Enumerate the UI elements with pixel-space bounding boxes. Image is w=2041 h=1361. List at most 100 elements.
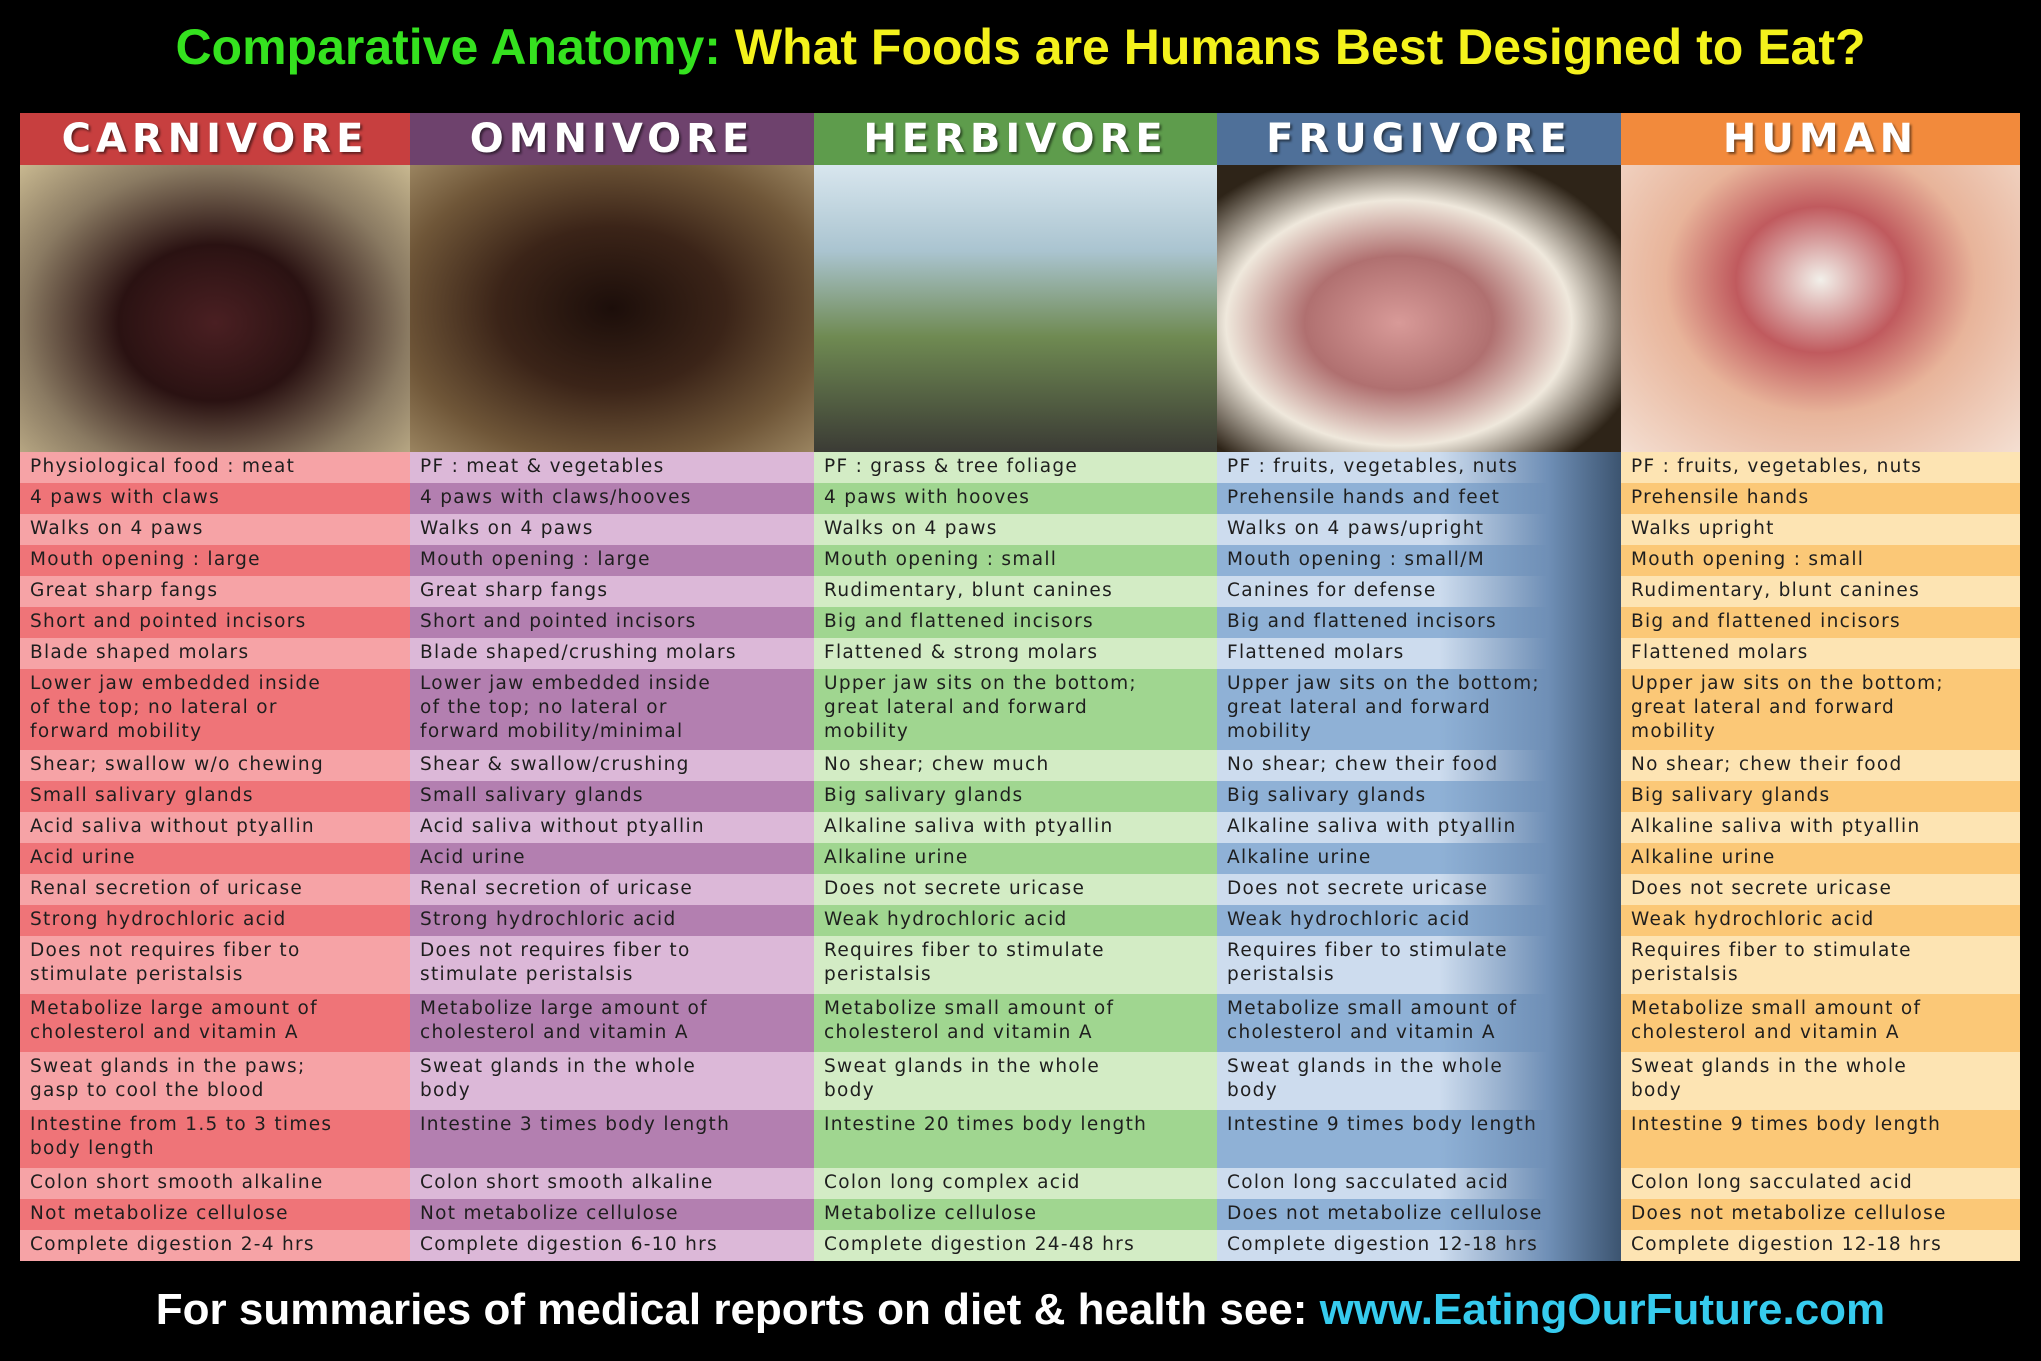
table-cell: Sweat glands in the whole body: [1217, 1052, 1621, 1110]
title-part: Comparative Anatomy:: [175, 19, 721, 75]
cell-line: Sweat glands in the whole: [1227, 1056, 1504, 1077]
table-cell: PF : fruits, vegetables, nuts: [1217, 452, 1621, 483]
table-cell: Does not metabolize cellulose: [1217, 1199, 1621, 1230]
table-cell: Great sharp fangs: [20, 576, 410, 607]
cell-line: Metabolize small amount of: [1631, 998, 1922, 1019]
table-cell: Walks on 4 paws: [814, 514, 1217, 545]
table-cell: Upper jaw sits on the bottom; great later…: [1621, 669, 2020, 750]
table-cell: No shear; chew their food: [1217, 750, 1621, 781]
cell-line: Sweat glands in the whole: [1631, 1056, 1908, 1077]
cell-line: Lower jaw embedded inside: [420, 673, 712, 694]
table-cell: PF : grass & tree foliage: [814, 452, 1217, 483]
table-cell: Flattened molars: [1217, 638, 1621, 669]
table-cell: Does not secrete uricase: [814, 874, 1217, 905]
table-cell: Rudimentary, blunt canines: [814, 576, 1217, 607]
table-cell: Alkaline saliva with ptyallin: [1217, 812, 1621, 843]
table-cell: Weak hydrochloric acid: [814, 905, 1217, 936]
table-cell: Walks upright: [1621, 514, 2020, 545]
title: Comparative Anatomy: What Foods are Huma…: [0, 18, 2041, 76]
table-cell: PF : fruits, vegetables, nuts: [1621, 452, 2020, 483]
cell-line: cholesterol and vitamin A: [30, 1022, 299, 1043]
cell-line: body: [1631, 1080, 1682, 1101]
footer-link[interactable]: www.EatingOurFuture.com: [1319, 1285, 1886, 1334]
column-header: HERBIVORE: [814, 113, 1217, 165]
column-header: HUMAN: [1621, 113, 2020, 165]
cell-line: Requires fiber to stimulate: [1631, 940, 1912, 961]
table-cell: Strong hydrochloric acid: [20, 905, 410, 936]
cell-line: cholesterol and vitamin A: [1631, 1022, 1900, 1043]
cell-line: forward mobility: [30, 721, 203, 742]
cell-line: gasp to cool the blood: [30, 1080, 265, 1101]
table-cell: Complete digestion 12-18 hrs: [1621, 1230, 2020, 1261]
table-cell: Big and flattened incisors: [1217, 607, 1621, 638]
table-cell: Alkaline urine: [1621, 843, 2020, 874]
cell-line: Requires fiber to stimulate: [1227, 940, 1508, 961]
table-cell: Big salivary glands: [1217, 781, 1621, 812]
cell-line: great lateral and forward: [824, 697, 1088, 718]
table-cell: Renal secretion of uricase: [410, 874, 814, 905]
table-cell: Complete digestion 12-18 hrs: [1217, 1230, 1621, 1261]
table-cell: Mouth opening : small/M: [1217, 545, 1621, 576]
table-cell: Intestine from 1.5 to 3 times body length: [20, 1110, 410, 1168]
cell-line: of the top; no lateral or: [420, 697, 668, 718]
table-cell: Intestine 3 times body length: [410, 1110, 814, 1168]
table-cell: Intestine 20 times body length: [814, 1110, 1217, 1168]
cell-line: Sweat glands in the whole: [420, 1056, 697, 1077]
table-cell: Shear; swallow w/o chewing: [20, 750, 410, 781]
table-cell: Great sharp fangs: [410, 576, 814, 607]
table-cell: Big salivary glands: [814, 781, 1217, 812]
cell-line: great lateral and forward: [1631, 697, 1895, 718]
cell-line: cholesterol and vitamin A: [824, 1022, 1093, 1043]
table-cell: Weak hydrochloric acid: [1217, 905, 1621, 936]
table-cell: Acid urine: [410, 843, 814, 874]
cell-line: Sweat glands in the whole: [824, 1056, 1101, 1077]
cell-line: Upper jaw sits on the bottom;: [824, 673, 1137, 694]
cell-line: body: [420, 1080, 471, 1101]
cell-line: great lateral and forward: [1227, 697, 1491, 718]
table-cell: Metabolize small amount of cholesterol an…: [1621, 994, 2020, 1052]
table-cell: Alkaline saliva with ptyallin: [814, 812, 1217, 843]
table-cell: Does not metabolize cellulose: [1621, 1199, 2020, 1230]
cell-line: mobility: [1227, 721, 1313, 742]
column-header: CARNIVORE: [20, 113, 410, 165]
cell-line: Upper jaw sits on the bottom;: [1227, 673, 1540, 694]
cell-line: Metabolize small amount of: [1227, 998, 1518, 1019]
animal-photo: [1217, 165, 1621, 452]
table-cell: 4 paws with claws/hooves: [410, 483, 814, 514]
table-cell: PF : meat & vegetables: [410, 452, 814, 483]
cell-line: Lower jaw embedded inside: [30, 673, 322, 694]
cell-line: Does not requires fiber to: [30, 940, 301, 961]
table-cell: Sweat glands in the whole body: [1621, 1052, 2020, 1110]
cell-line: Sweat glands in the paws;: [30, 1056, 306, 1077]
table-cell: Weak hydrochloric acid: [1621, 905, 2020, 936]
table-cell: Sweat glands in the paws; gasp to cool th…: [20, 1052, 410, 1110]
cell-line: Intestine from 1.5 to 3 times: [30, 1114, 333, 1135]
table-cell: Mouth opening : small: [1621, 545, 2020, 576]
table-cell: 4 paws with claws: [20, 483, 410, 514]
table-cell: Does not requires fiber to stimulate peri…: [410, 936, 814, 994]
cell-line: mobility: [1631, 721, 1717, 742]
table-cell: Intestine 9 times body length: [1621, 1110, 2020, 1168]
table-cell: Sweat glands in the whole body: [814, 1052, 1217, 1110]
table-cell: Mouth opening : small: [814, 545, 1217, 576]
cell-line: Metabolize large amount of: [30, 998, 318, 1019]
animal-photo: [20, 165, 410, 452]
table-cell: Metabolize small amount of cholesterol an…: [1217, 994, 1621, 1052]
table-cell: Metabolize small amount of cholesterol an…: [814, 994, 1217, 1052]
column-header: FRUGIVORE: [1217, 113, 1621, 165]
table-cell: Acid urine: [20, 843, 410, 874]
footer-text: For summaries of medical reports on diet…: [155, 1285, 1308, 1334]
table-cell: Upper jaw sits on the bottom; great later…: [1217, 669, 1621, 750]
table-cell: No shear; chew much: [814, 750, 1217, 781]
table-cell: Big salivary glands: [1621, 781, 2020, 812]
table-cell: Big and flattened incisors: [814, 607, 1217, 638]
table-cell: Blade shaped/crushing molars: [410, 638, 814, 669]
cell-line: Does not requires fiber to: [420, 940, 691, 961]
table-cell: Short and pointed incisors: [20, 607, 410, 638]
table-cell: Canines for defense: [1217, 576, 1621, 607]
cell-line: forward mobility/minimal: [420, 721, 684, 742]
column-header: OMNIVORE: [410, 113, 814, 165]
cell-line: mobility: [824, 721, 910, 742]
table-cell: Does not secrete uricase: [1621, 874, 2020, 905]
